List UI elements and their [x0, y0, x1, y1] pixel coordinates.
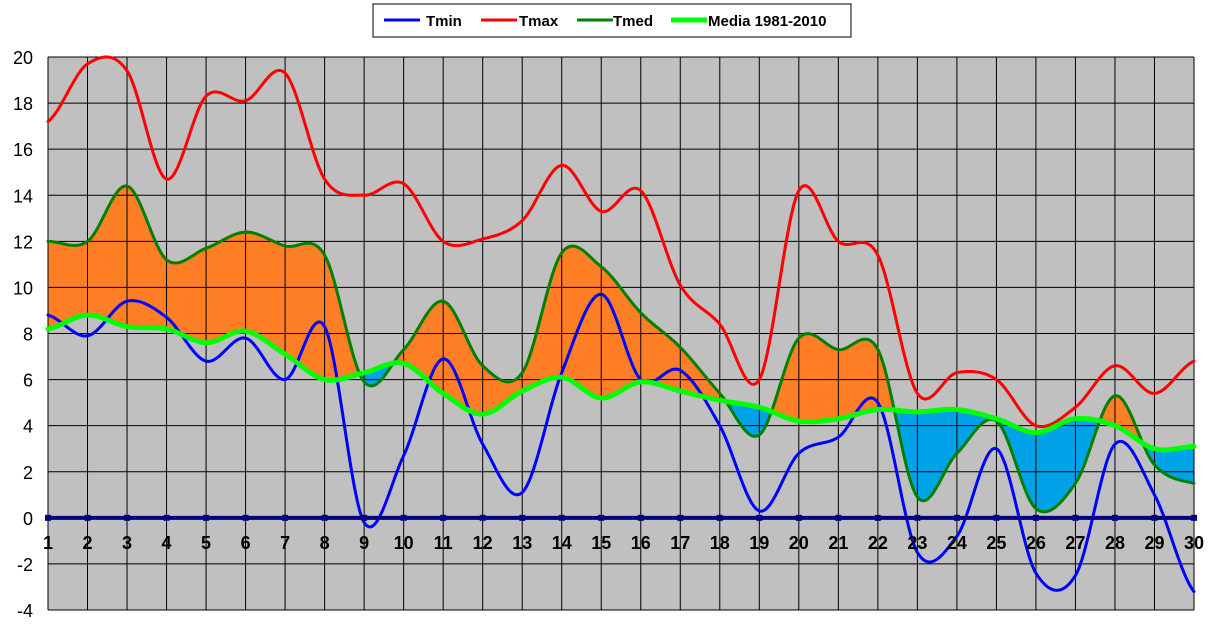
- zero-line-marker: [479, 514, 486, 521]
- x-tick-label: 18: [710, 533, 730, 553]
- x-tick-label: 14: [552, 533, 572, 553]
- x-tick-label: 22: [868, 533, 888, 553]
- x-tick-label: 20: [789, 533, 809, 553]
- zero-line-marker: [1032, 514, 1039, 521]
- zero-line-marker: [1151, 514, 1158, 521]
- x-tick-label: 9: [359, 533, 369, 553]
- legend: Tmin Tmax Tmed Media 1981-2010: [372, 3, 852, 38]
- x-tick-label: 21: [828, 533, 848, 553]
- x-tick-label: 8: [320, 533, 330, 553]
- zero-line-marker: [795, 514, 802, 521]
- zero-line-marker: [637, 514, 644, 521]
- zero-line-marker: [1111, 514, 1118, 521]
- y-axis-ticks: -4 -2 0 2 4 6 8 10 12 14 16 18 20: [13, 48, 33, 621]
- series-line-tmax: [46, 55, 1196, 429]
- x-tick-label: 3: [122, 533, 132, 553]
- series-line-media-1981-2010: [45, 312, 1197, 453]
- zero-line-marker: [203, 514, 210, 521]
- x-tick-label: 11: [434, 533, 453, 553]
- zero-line-marker: [874, 514, 881, 521]
- y-tick-label: 10: [13, 278, 33, 298]
- y-tick-label: 0: [23, 509, 33, 529]
- x-tick-label: 28: [1105, 533, 1125, 553]
- zero-line-marker: [558, 514, 565, 521]
- zero-line-marker: [124, 514, 131, 521]
- legend-label: Media 1981-2010: [708, 13, 826, 30]
- y-tick-label: -2: [17, 555, 33, 575]
- x-tick-label: 24: [947, 533, 967, 553]
- zero-line-marker: [519, 514, 526, 521]
- zero-line-marker: [835, 514, 842, 521]
- x-tick-label: 7: [280, 533, 290, 553]
- zero-axis: [45, 514, 1197, 521]
- zero-line-marker: [400, 514, 407, 521]
- x-tick-label: 5: [201, 533, 211, 553]
- zero-line-marker: [282, 514, 289, 521]
- x-tick-label: 26: [1026, 533, 1046, 553]
- zero-line-marker: [993, 514, 1000, 521]
- x-tick-label: 1: [43, 533, 53, 553]
- x-tick-label: 13: [512, 533, 532, 553]
- y-tick-label: 12: [13, 232, 33, 252]
- zero-line-marker: [598, 514, 605, 521]
- y-tick-label: 2: [23, 463, 33, 483]
- zero-line-marker: [163, 514, 170, 521]
- legend-label: Tmed: [613, 13, 653, 30]
- zero-line-marker: [1072, 514, 1079, 521]
- zero-line-marker: [361, 514, 368, 521]
- zero-line-marker: [321, 514, 328, 521]
- zero-line-marker: [440, 514, 447, 521]
- y-tick-label: 4: [23, 417, 33, 437]
- x-tick-label: 30: [1184, 533, 1204, 553]
- zero-line-marker: [45, 514, 51, 521]
- series-line-tmin: [46, 292, 1196, 594]
- x-tick-label: 2: [83, 533, 93, 553]
- zero-line-marker: [1191, 514, 1197, 521]
- x-tick-label: 17: [670, 533, 690, 553]
- x-tick-label: 10: [394, 533, 414, 553]
- y-tick-label: 20: [13, 48, 33, 68]
- series-lines: [45, 55, 1197, 594]
- zero-line-marker: [716, 514, 723, 521]
- legend-label: Tmax: [519, 13, 559, 30]
- y-tick-label: -4: [17, 601, 33, 621]
- y-tick-label: 14: [13, 186, 33, 206]
- zero-line-marker: [914, 514, 921, 521]
- x-tick-label: 4: [162, 533, 172, 553]
- zero-line-marker: [756, 514, 763, 521]
- zero-line-marker: [677, 514, 684, 521]
- x-tick-label: 29: [1144, 533, 1164, 553]
- x-tick-label: 16: [631, 533, 651, 553]
- x-tick-label: 12: [473, 533, 493, 553]
- y-tick-label: 6: [23, 371, 33, 391]
- x-tick-label: 23: [907, 533, 927, 553]
- y-tick-label: 18: [13, 94, 33, 114]
- x-axis-ticks: 1 2 3 4 5 6 7 8 9 10 11 12 13 14 15 16 17 18 19 20 21 22 23 24 2…: [43, 533, 1204, 553]
- series-line-tmed: [46, 184, 1196, 514]
- zero-line-marker: [242, 514, 249, 521]
- zero-line-marker: [84, 514, 91, 521]
- y-tick-label: 8: [23, 325, 33, 345]
- y-tick-label: 16: [13, 140, 33, 160]
- legend-label: Tmin: [426, 13, 462, 30]
- x-tick-label: 15: [591, 533, 611, 553]
- zero-line-marker: [953, 514, 960, 521]
- x-tick-label: 25: [986, 533, 1006, 553]
- x-tick-label: 19: [749, 533, 769, 553]
- x-tick-label: 6: [241, 533, 251, 553]
- x-tick-label: 27: [1065, 533, 1085, 553]
